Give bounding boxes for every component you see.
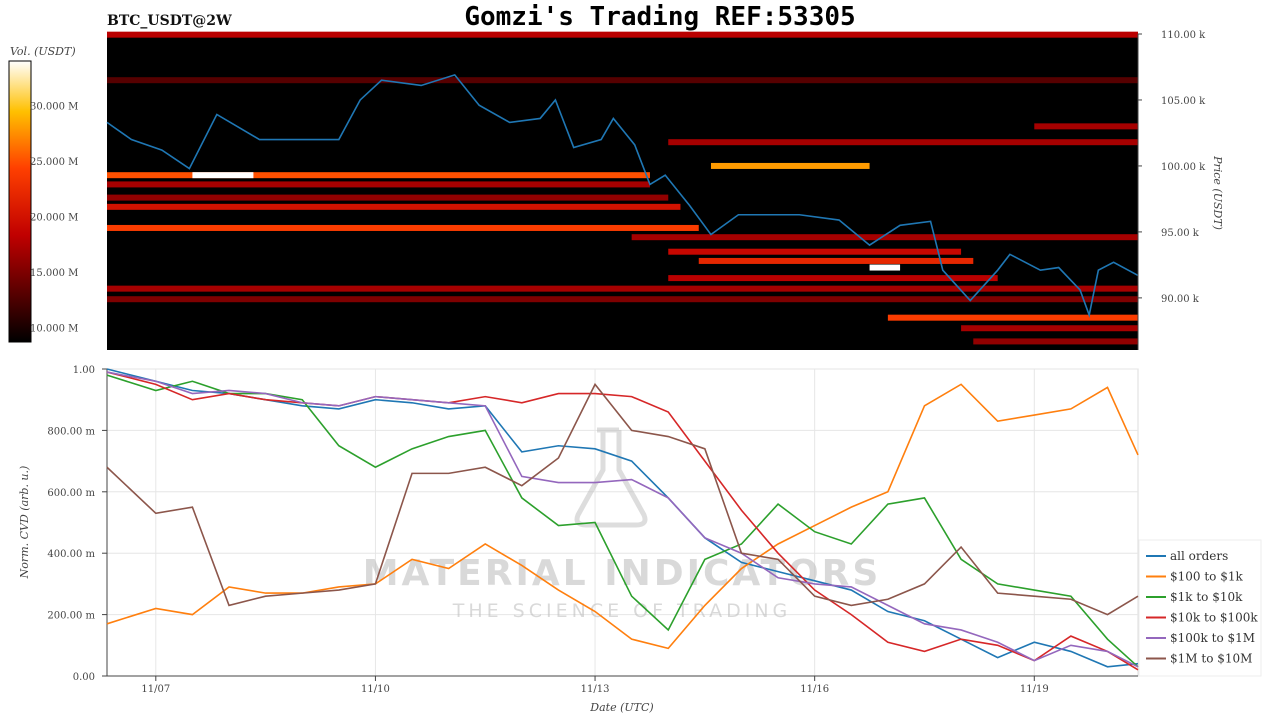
legend-entry: all orders <box>1170 549 1228 563</box>
liquidity-band <box>631 234 1138 241</box>
legend-entry: $1k to $10k <box>1170 590 1243 604</box>
y-tick-label: 1.00 <box>73 365 95 376</box>
liquidity-band <box>107 296 1138 303</box>
price-tick-label: 105.00 k <box>1161 96 1206 107</box>
x-tick-label: 11/13 <box>581 684 610 695</box>
liquidity-band <box>961 325 1138 332</box>
series-line <box>106 374 1139 668</box>
chart-title: Gomzi's Trading REF:53305 <box>464 2 855 32</box>
price-tick-label: 90.00 k <box>1161 294 1200 305</box>
price-tick-label: 95.00 k <box>1161 228 1200 239</box>
liquidity-band <box>107 172 650 179</box>
y-tick-label: 0.00 <box>73 672 95 683</box>
colorbar-tick-label: 10.000 M <box>30 324 78 335</box>
liquidity-band <box>973 338 1138 345</box>
y-tick-label: 800.00 m <box>47 426 95 437</box>
x-tick-label: 11/16 <box>800 684 829 695</box>
svg-text:MATERIAL INDICATORS: MATERIAL INDICATORS <box>363 553 882 594</box>
svg-text:THE SCIENCE OF TRADING: THE SCIENCE OF TRADING <box>452 600 792 622</box>
x-tick-label: 11/10 <box>361 684 390 695</box>
liquidity-band <box>192 172 254 179</box>
symbol-label: BTC_USDT@2W <box>107 13 232 29</box>
series-line <box>106 382 1139 616</box>
x-axis-label: Date (UTC) <box>589 701 653 714</box>
x-tick-label: 11/07 <box>141 684 170 695</box>
colorbar <box>8 60 32 343</box>
price-axis-label: Price (USDT) <box>1211 155 1224 230</box>
price-line <box>106 73 1139 318</box>
legend-entry: $1M to $10M <box>1170 652 1252 666</box>
y-tick-label: 200.00 m <box>47 611 95 622</box>
liquidity-band <box>107 285 1138 292</box>
liquidity-band <box>107 77 1138 84</box>
series-line <box>106 371 1139 671</box>
price-tick-label: 110.00 k <box>1161 30 1206 41</box>
legend-entry: $10k to $100k <box>1170 611 1258 625</box>
x-tick-label: 11/19 <box>1020 684 1049 695</box>
liquidity-band <box>107 224 699 231</box>
price-tick-label: 100.00 k <box>1161 162 1206 173</box>
liquidity-band <box>1034 123 1138 130</box>
colorbar-tick-label: 20.000 M <box>30 212 78 223</box>
liquidity-band <box>668 248 962 255</box>
liquidity-band <box>698 257 974 264</box>
heatmap <box>106 31 1139 350</box>
colorbar-label: Vol. (USDT) <box>10 45 76 58</box>
series-line <box>106 368 1139 668</box>
liquidity-band <box>869 264 901 271</box>
colorbar-tick-label: 30.000 M <box>30 101 78 112</box>
y-tick-label: 400.00 m <box>47 549 95 560</box>
y-axis-label: Norm. CVD (arb. u.) <box>18 466 31 580</box>
series-line <box>106 371 1139 668</box>
y-tick-label: 600.00 m <box>47 488 95 499</box>
liquidity-band <box>107 203 681 210</box>
liquidity-band <box>710 162 870 169</box>
liquidity-band <box>668 139 1138 146</box>
liquidity-band <box>887 314 1138 321</box>
liquidity-band <box>107 181 650 188</box>
series-line <box>106 383 1139 650</box>
legend-entry: $100 to $1k <box>1170 570 1243 584</box>
colorbar-tick-label: 25.000 M <box>30 157 78 168</box>
colorbar-tick-label: 15.000 M <box>30 268 78 279</box>
liquidity-band <box>107 31 1138 38</box>
legend-entry: $100k to $1M <box>1170 631 1255 645</box>
liquidity-band <box>107 194 669 201</box>
legend: all orders $100 to $1k $1k to $10k $10k to … <box>1138 539 1262 677</box>
liquidity-band <box>668 275 998 282</box>
